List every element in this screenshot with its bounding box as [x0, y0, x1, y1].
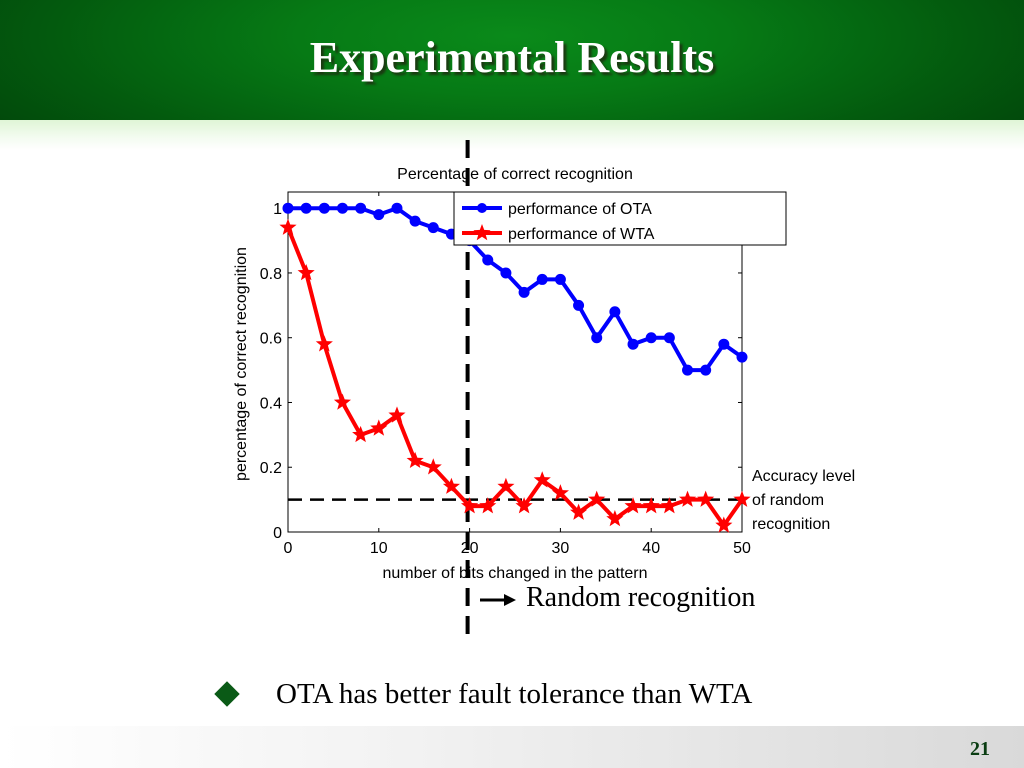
chart-series: [279, 202, 751, 533]
data-point: [627, 338, 639, 350]
x-tick-label: 10: [370, 540, 388, 557]
data-point: [279, 218, 297, 235]
data-point: [282, 202, 294, 214]
x-tick-label: 40: [642, 540, 660, 557]
data-point: [352, 425, 370, 443]
legend-label: performance of OTA: [508, 201, 652, 218]
data-point: [427, 222, 439, 234]
y-tick-label: 0.2: [260, 460, 282, 477]
y-tick-label: 0.6: [260, 331, 282, 348]
chart-legend: performance of OTA performance of WTA: [453, 191, 787, 246]
data-point: [536, 273, 548, 285]
data-point: [718, 338, 730, 350]
data-point: [733, 490, 751, 507]
data-point: [461, 497, 479, 514]
slide-title: Experimental Results: [309, 33, 715, 82]
data-point: [697, 490, 715, 507]
data-point: [715, 516, 733, 533]
chart-reference-lines: [288, 140, 742, 634]
data-point: [409, 215, 421, 227]
random-recognition-label: Random recognition: [526, 582, 756, 613]
data-point: [736, 351, 748, 363]
footer-bar: [0, 726, 1024, 768]
data-point: [642, 497, 660, 514]
data-point: [606, 510, 624, 527]
data-point: [515, 497, 533, 514]
title-banner-fade: [0, 120, 1024, 150]
legend-label: performance of WTA: [508, 226, 655, 243]
y-tick-label: 0.4: [260, 395, 282, 412]
y-axis-label: percentage of correct recognition: [233, 247, 250, 481]
x-tick-label: 20: [461, 540, 479, 557]
data-point: [679, 490, 697, 507]
data-point: [297, 264, 315, 281]
data-point: [660, 497, 678, 514]
data-point: [370, 419, 388, 436]
data-point: [500, 267, 512, 279]
x-tick-label: 0: [284, 540, 293, 557]
legend-box: [453, 191, 787, 246]
data-point: [479, 497, 497, 514]
data-point: [355, 202, 367, 214]
data-point: [554, 273, 566, 285]
data-point: [588, 490, 606, 507]
bullet-item: OTA has better fault tolerance than WTA: [212, 674, 752, 714]
data-point: [573, 299, 585, 311]
accuracy-annotation-line-2: of random: [752, 492, 824, 509]
data-point: [406, 451, 424, 468]
title-banner: [0, 0, 1024, 120]
data-point: [373, 209, 385, 221]
data-point: [300, 202, 312, 214]
series-line: [286, 226, 744, 528]
x-axis-label: number of bits changed in the pattern: [382, 565, 647, 582]
legend-marker: [473, 224, 491, 241]
data-point: [315, 335, 333, 352]
accuracy-annotation: Accuracy level of random recognition: [752, 468, 855, 533]
data-point: [497, 477, 515, 494]
data-point: [609, 306, 621, 318]
data-point: [482, 254, 494, 266]
x-tick-label: 30: [552, 540, 570, 557]
data-point: [336, 202, 348, 214]
data-point: [391, 202, 403, 214]
diamond-icon: [214, 681, 240, 707]
y-tick-label: 1: [273, 201, 282, 218]
data-point: [318, 202, 330, 214]
legend-marker: [477, 203, 487, 213]
series-wta: [279, 218, 751, 533]
accuracy-annotation-line-3: recognition: [752, 516, 830, 533]
x-tick-label: 50: [733, 540, 751, 557]
data-point: [700, 364, 712, 376]
data-point: [442, 477, 460, 494]
data-point: [551, 484, 569, 501]
data-point: [388, 406, 406, 423]
data-point: [591, 332, 603, 344]
data-point: [518, 286, 530, 298]
bullet-text: OTA has better fault tolerance than WTA: [276, 677, 753, 710]
data-point: [624, 497, 642, 514]
y-tick-label: 0.8: [260, 266, 282, 283]
data-point: [663, 332, 675, 344]
data-point: [570, 503, 588, 520]
slide-number: 21: [970, 738, 990, 760]
accuracy-annotation-line-1: Accuracy level: [752, 468, 855, 485]
data-point: [533, 471, 551, 488]
data-point: [645, 332, 657, 344]
data-point: [333, 393, 351, 410]
y-tick-label: 0: [273, 525, 282, 542]
data-point: [424, 458, 442, 475]
right-arrow-icon: [480, 594, 516, 606]
data-point: [682, 364, 694, 376]
chart-title: Percentage of correct recognition: [397, 166, 633, 183]
